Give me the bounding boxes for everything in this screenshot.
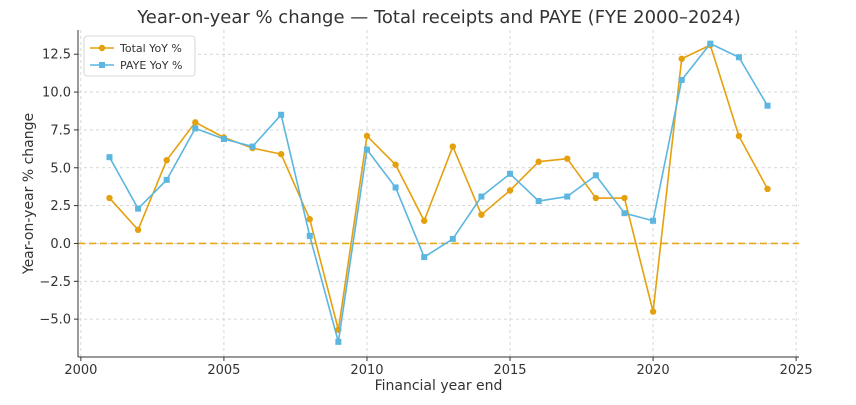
data-point [478,193,485,200]
data-point [335,338,342,345]
legend-swatch-marker [99,62,105,68]
data-point [650,217,657,224]
x-tick-label: 2010 [350,363,383,378]
data-point [507,170,514,177]
data-point [535,198,542,205]
data-point [277,150,285,158]
data-point [306,216,313,223]
data-point [764,102,771,109]
data-point [621,194,628,202]
data-point [163,176,170,183]
y-tick-label: 0.0 [50,237,71,252]
data-point [421,254,428,261]
data-point [592,172,599,179]
data-point [678,55,685,62]
series-line [108,44,769,331]
legend-label: PAYE YoY % [120,59,182,72]
data-point [707,40,714,47]
data-point [249,143,256,150]
data-point [363,146,370,153]
chart-title: Year-on-year % change — Total receipts a… [136,7,741,28]
data-point [220,136,227,142]
data-point [506,187,514,194]
data-point [106,154,113,161]
data-point [163,156,170,164]
legend: Total YoY % PAYE YoY % [83,35,196,77]
series-line [108,42,769,343]
series-layer [106,40,771,345]
x-tick-label: 2020 [637,363,670,378]
x-tick-label: 2005 [207,363,240,378]
data-point [135,205,142,212]
y-tick-label: −5.0 [39,313,71,328]
data-point [420,217,428,224]
data-point [306,232,313,239]
data-point [592,194,600,202]
data-point [621,210,628,217]
data-point [363,132,371,140]
y-tick-label: 2.5 [50,199,71,214]
y-tick-label: 7.5 [50,123,71,138]
data-point [449,235,456,242]
data-point [449,143,457,150]
series-0 [106,41,771,333]
data-point [192,125,199,132]
legend-label: Total YoY % [119,42,182,55]
data-point [392,184,399,191]
x-axis-title: Financial year end [375,378,503,394]
data-point [134,226,142,234]
y-tick-label: 10.0 [42,86,71,101]
data-point [192,119,199,126]
data-point [564,155,571,162]
legend-swatch-marker [98,44,106,52]
data-point [392,161,399,168]
data-point [764,185,771,193]
data-point [278,111,285,118]
data-point [478,211,485,218]
data-point [106,194,113,202]
data-point [735,54,742,61]
data-point [735,132,743,140]
data-point [564,193,571,200]
tick-labels: 2000 2005 2010 2015 2020 2025 −5.0 −2.5 0.0 2.5 5.… [39,48,812,378]
series-1 [106,40,771,345]
y-axis-title: Year-on-year % change [21,113,37,275]
y-tick-label: 12.5 [42,48,71,63]
y-tick-label: 5.0 [50,161,71,176]
y-tick-label: −2.5 [39,275,71,290]
data-point [535,158,542,165]
axes [77,30,799,358]
grid [78,30,799,357]
data-point [678,76,685,83]
legend-box [83,35,196,77]
x-tick-label: 2000 [64,363,97,378]
x-tick-label: 2015 [493,363,526,378]
x-tick-label: 2025 [780,363,813,378]
data-point [649,308,657,315]
